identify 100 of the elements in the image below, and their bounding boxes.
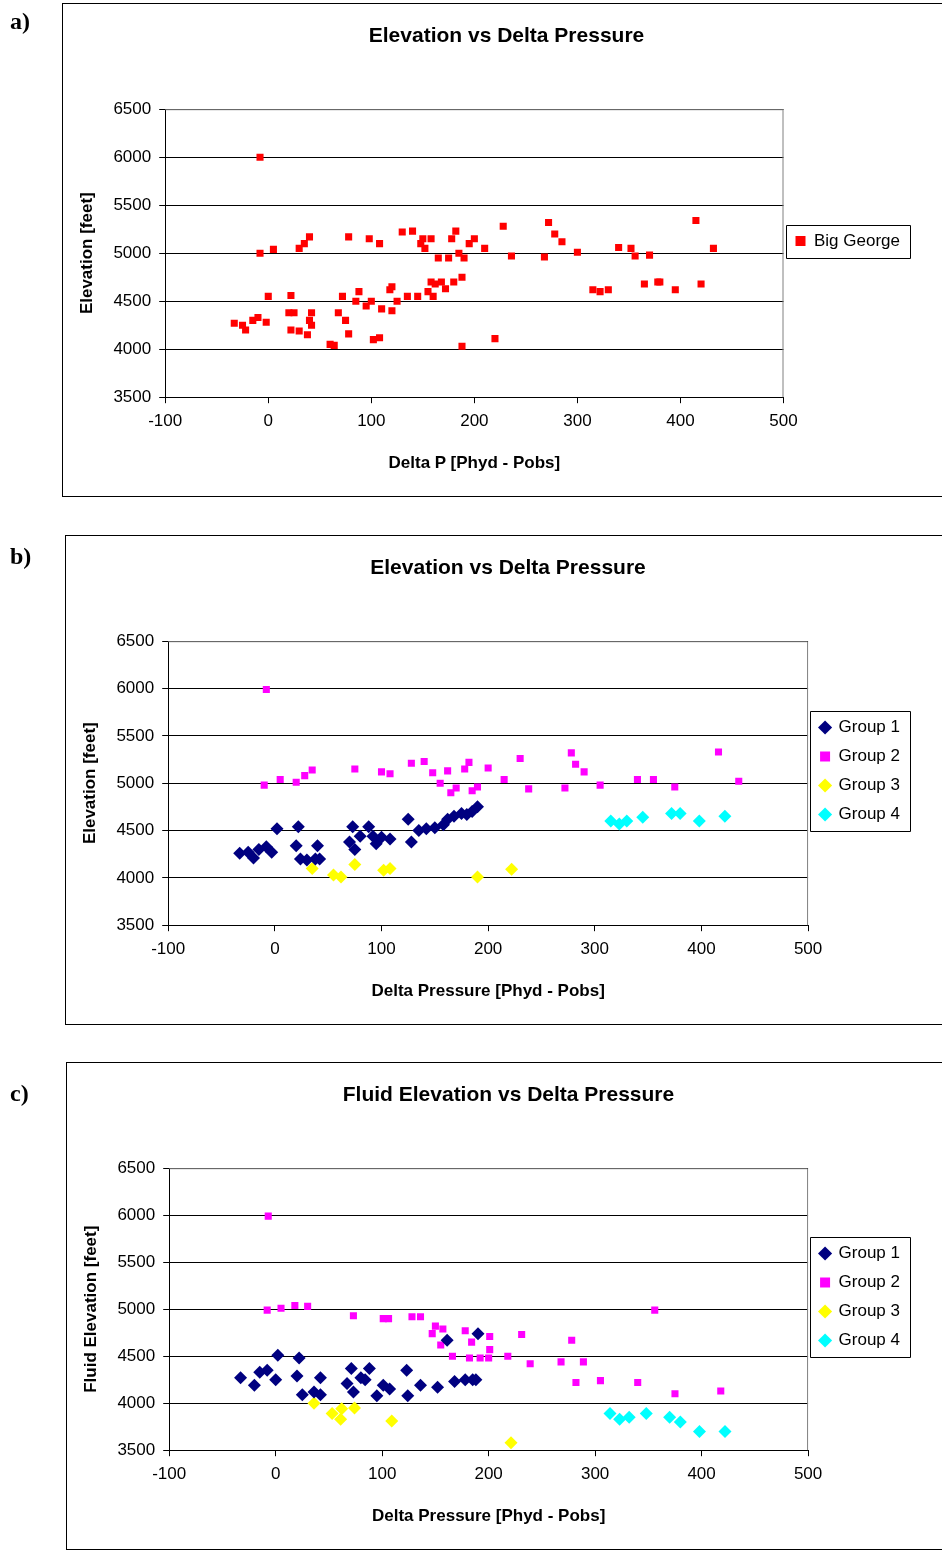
point [416, 1313, 425, 1321]
point [431, 1380, 445, 1394]
point [264, 1212, 272, 1220]
point [292, 1351, 306, 1365]
y-tick-label: 5500 [117, 1251, 156, 1271]
legend-label: Group 4 [838, 1330, 901, 1350]
y-tick-label: 4500 [116, 820, 155, 840]
y-tick-label: 5000 [117, 1298, 156, 1318]
point [362, 1361, 376, 1375]
point [439, 1325, 447, 1333]
x-tick-label: 300 [580, 1464, 610, 1484]
point [465, 1354, 474, 1362]
point [407, 759, 415, 767]
y-tick-label: 4500 [113, 290, 152, 310]
point [307, 1396, 321, 1410]
point [718, 809, 732, 823]
point [568, 1336, 576, 1344]
point [346, 820, 360, 834]
point [572, 760, 580, 768]
point [580, 768, 588, 776]
legend-label: Group 2 [838, 746, 901, 766]
point [347, 1401, 361, 1415]
point [276, 775, 284, 783]
x-tick-label: 200 [473, 939, 503, 959]
point [525, 785, 533, 793]
point [518, 1331, 526, 1339]
point [263, 1306, 271, 1314]
point [260, 1363, 274, 1377]
point [649, 775, 657, 783]
x-tick-label: 500 [769, 411, 798, 431]
point [572, 1378, 580, 1387]
y-tick-label: 5000 [116, 772, 155, 792]
point [717, 1387, 725, 1395]
point [377, 768, 386, 776]
x-tick-label: 100 [367, 939, 396, 959]
x-tick-label: 200 [460, 411, 489, 431]
point [452, 784, 460, 792]
y-tick-label: 5500 [116, 725, 155, 745]
y-tick-label: 6500 [113, 98, 152, 118]
point [486, 1346, 494, 1354]
y-tick-label: 5500 [113, 194, 152, 214]
point [448, 1375, 462, 1389]
point [400, 1363, 414, 1377]
point [295, 1388, 309, 1402]
x-tick-label: 100 [367, 1464, 397, 1484]
y-tick-label: 4500 [117, 1345, 156, 1365]
point [429, 769, 437, 777]
y-tick-label: 6500 [116, 630, 155, 650]
x-tick-label: 400 [687, 939, 716, 959]
point [526, 1360, 534, 1368]
chart-title: Elevation vs Delta Pressure [368, 23, 645, 47]
x-tick-label: -100 [152, 1464, 187, 1484]
y-axis-title: Elevation [feet] [76, 192, 96, 315]
point [622, 1410, 636, 1424]
point [470, 800, 484, 814]
point [344, 1361, 358, 1375]
point [639, 1407, 653, 1421]
point [353, 829, 367, 843]
point [436, 779, 444, 787]
legend-label: Group 1 [838, 1243, 901, 1263]
text: a) [10, 8, 30, 35]
point [262, 685, 270, 694]
legend-label: Big George [814, 230, 900, 250]
point [252, 842, 266, 856]
point [500, 775, 508, 783]
point [470, 870, 484, 884]
point [603, 1407, 617, 1421]
point [484, 764, 492, 772]
point [348, 858, 362, 872]
y-axis-title: Elevation [feet] [79, 722, 99, 845]
x-tick-label: -100 [151, 939, 186, 959]
point [579, 1358, 587, 1366]
x-axis-title: Delta Pressure [Phyd - Pobs] [371, 981, 605, 1001]
point [301, 772, 309, 780]
point [447, 789, 455, 797]
point [325, 1407, 339, 1421]
point [673, 806, 687, 820]
point [346, 1385, 360, 1399]
x-axis-title: Delta P [Phyd - Pobs] [388, 453, 561, 473]
chart-title: Fluid Elevation vs Delta Pressure [342, 1082, 675, 1106]
point [671, 783, 679, 791]
point [247, 851, 261, 865]
x-tick-label: 100 [357, 411, 386, 431]
point [471, 1327, 485, 1341]
y-tick-label: 6000 [113, 146, 152, 166]
point [290, 1369, 304, 1383]
x-tick-label: -100 [148, 411, 183, 431]
point [431, 1322, 439, 1330]
point [260, 781, 268, 789]
point [620, 814, 634, 828]
point [311, 839, 325, 853]
point [308, 766, 316, 774]
point [335, 1402, 349, 1416]
y-tick-label: 5000 [113, 242, 152, 262]
point [404, 835, 418, 849]
legend-label: Group 4 [838, 804, 901, 824]
point [596, 1377, 604, 1385]
point [247, 1378, 261, 1392]
y-tick-label: 6000 [116, 678, 155, 698]
point [401, 1389, 415, 1403]
